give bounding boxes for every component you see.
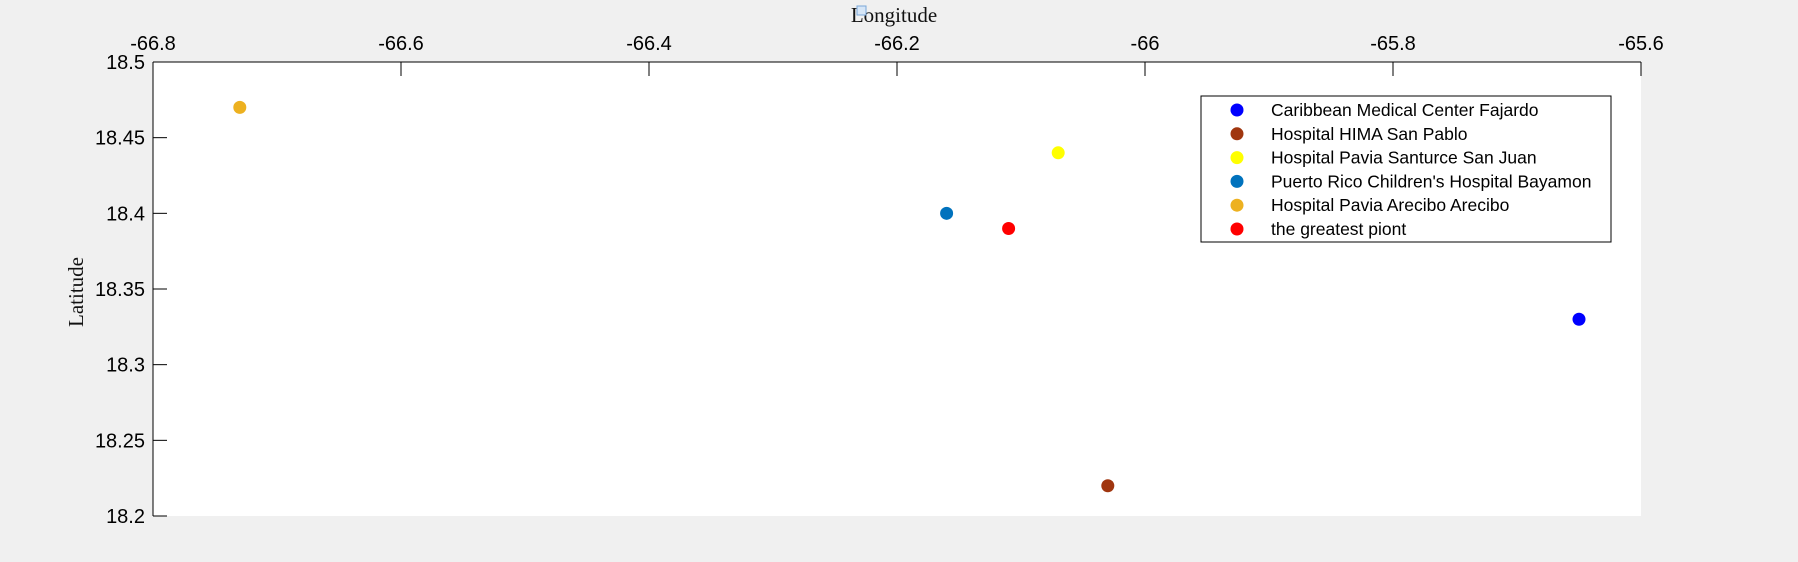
legend-marker [1230,222,1244,236]
axis-label-edit-handle[interactable] [856,5,867,16]
data-point[interactable] [233,100,247,114]
x-tick-label: -66.4 [626,33,672,55]
legend-marker [1230,127,1244,141]
legend-entry-label: Caribbean Medical Center Fajardo [1271,100,1539,120]
legend-marker [1230,103,1244,117]
y-axis-ticks: 18.2 18.25 18.3 18.35 18.4 18.45 18.5 [95,52,167,528]
data-point[interactable] [940,206,954,220]
data-point[interactable] [1051,146,1065,160]
y-tick-label: 18.2 [106,506,145,528]
legend-entry-label: Hospital Pavia Arecibo Arecibo [1271,195,1509,215]
legend-entry-label: Hospital Pavia Santurce San Juan [1271,148,1537,168]
legend[interactable]: Caribbean Medical Center Fajardo Hospital… [1200,95,1612,243]
y-tick-label: 18.45 [95,128,145,150]
x-tick-label: -65.6 [1618,33,1664,55]
legend-marker [1230,198,1244,212]
legend-entries: Caribbean Medical Center Fajardo Hospital… [1230,100,1591,239]
y-axis-title: Latitude [64,257,88,327]
x-tick-label: -66.2 [874,33,920,55]
legend-entry-label: Puerto Rico Children's Hospital Bayamon [1271,171,1591,191]
legend-marker [1230,151,1244,165]
y-tick-label: 18.5 [106,52,145,74]
x-tick-label: -66 [1131,33,1160,55]
legend-marker [1230,174,1244,188]
y-tick-label: 18.3 [106,355,145,377]
x-tick-label: -66.8 [130,33,176,55]
y-tick-label: 18.4 [106,203,145,225]
x-axis-ticks: -66.8 -66.6 -66.4 -66.2 -66 -65.8 -65.6 [130,33,1664,76]
legend-entry-label: the greatest piont [1271,219,1406,239]
data-point[interactable] [1572,312,1586,326]
legend-entry-label: Hospital HIMA San Pablo [1271,124,1468,144]
y-tick-label: 18.25 [95,430,145,452]
x-tick-label: -65.8 [1370,33,1416,55]
y-tick-label: 18.35 [95,279,145,301]
data-point[interactable] [1002,221,1016,235]
data-point[interactable] [1101,479,1115,493]
legend-box [1200,95,1612,243]
x-tick-label: -66.6 [378,33,424,55]
data-points [233,100,1586,493]
